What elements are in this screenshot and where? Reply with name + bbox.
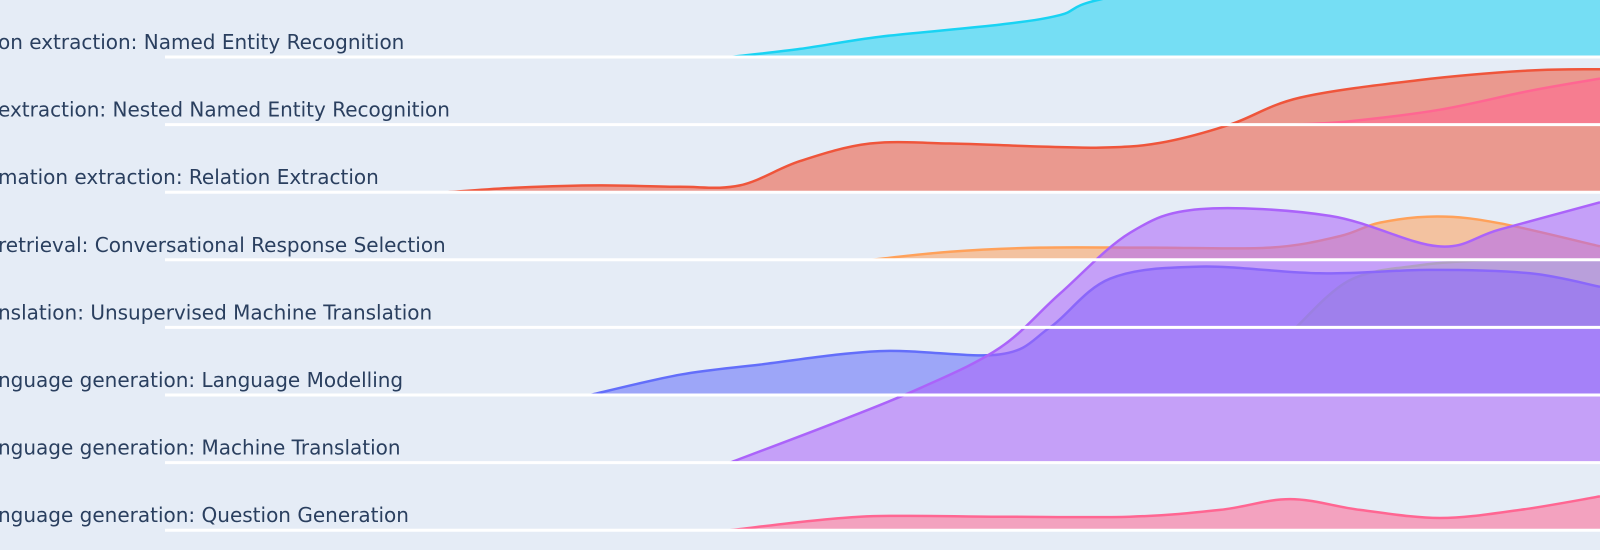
ridge-line-6: [729, 201, 1600, 464]
ridge-area-7: [730, 496, 1600, 531]
row-label-6: nguage generation: Machine Translation: [0, 436, 401, 460]
ridges-layer: [447, 0, 1600, 532]
ridge-area-6: [730, 202, 1600, 463]
row-label-2: mation extraction: Relation Extraction: [0, 165, 379, 189]
ridge-line-7: [729, 495, 1600, 532]
ridge-area-0: [730, 0, 1600, 57]
row-label-4: nslation: Unsupervised Machine Translati…: [0, 300, 432, 324]
baselines-layer: [165, 55, 1600, 532]
ridge-area-1: [448, 69, 1600, 193]
ridge-line-1: [447, 67, 1600, 194]
ridge-line-2: [1295, 77, 1600, 126]
ridge-line-0: [729, 0, 1104, 59]
row-label-3: retrieval: Conversational Response Selec…: [0, 233, 446, 257]
row-label-0: on extraction: Named Entity Recognition: [0, 30, 404, 54]
labels-layer: on extraction: Named Entity Recognition e…: [0, 30, 450, 527]
row-label-7: nguage generation: Question Generation: [0, 503, 409, 527]
ridge-area-2: [1296, 78, 1600, 125]
row-label-1: extraction: Nested Named Entity Recognit…: [0, 98, 450, 122]
row-label-5: nguage generation: Language Modelling: [0, 368, 403, 392]
